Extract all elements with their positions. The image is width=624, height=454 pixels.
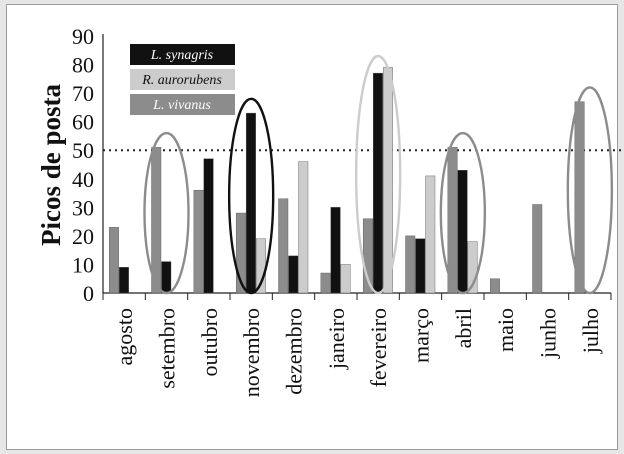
highlight-ellipse <box>566 86 614 295</box>
x-tick-label: junho <box>536 308 561 359</box>
bar <box>320 272 331 294</box>
highlight-ellipse <box>143 131 190 295</box>
bar <box>193 189 204 294</box>
highlight-ellipses <box>143 54 614 295</box>
bar <box>298 161 309 294</box>
x-tick-label: dezembro <box>282 308 307 395</box>
bar <box>372 72 383 294</box>
bar <box>340 264 351 294</box>
y-tick-label: 90 <box>72 24 94 49</box>
bar <box>330 207 341 294</box>
bar <box>203 158 214 294</box>
x-tick-label: julho <box>578 308 603 354</box>
x-tick-labels: agosto setembro outubro novembro dezembro jan… <box>112 308 603 397</box>
x-tick-label: novembro <box>239 308 264 397</box>
y-tick-label: 0 <box>83 281 94 306</box>
x-tick-label: maio <box>493 308 518 352</box>
bar <box>108 227 119 294</box>
legend-swatch <box>130 69 235 90</box>
highlight-ellipse <box>227 97 275 295</box>
legend-swatch <box>130 44 235 65</box>
highlight-ellipse <box>439 131 487 295</box>
legend-label: L. vivanus <box>152 98 211 113</box>
y-tick-label: 40 <box>72 167 94 192</box>
bar <box>467 241 478 294</box>
legend-label: L. synagris <box>150 48 214 63</box>
bar <box>161 261 172 294</box>
bar <box>457 170 468 294</box>
axes <box>102 34 612 300</box>
bar <box>118 267 129 294</box>
y-tick-label: 80 <box>72 53 94 78</box>
bar <box>382 67 393 294</box>
bar <box>489 278 500 294</box>
chart-frame <box>6 4 618 450</box>
bars <box>108 67 585 294</box>
x-tick-label: janeiro <box>324 308 349 370</box>
y-tick-label: 20 <box>72 224 94 249</box>
y-tick-label: 10 <box>72 252 94 277</box>
y-tick-labels: 0 10 20 30 40 50 60 70 80 90 <box>72 24 94 306</box>
legend-swatch <box>130 94 235 115</box>
y-tick-label: 70 <box>72 81 94 106</box>
y-axis-label-group: Picos de posta <box>36 84 66 247</box>
bar <box>235 212 246 294</box>
x-tick-label: agosto <box>112 308 137 365</box>
x-tick-label: março <box>409 308 434 363</box>
legend-label: R. aurorubens <box>141 73 222 88</box>
y-tick-label: 50 <box>72 138 94 163</box>
bar <box>278 198 289 294</box>
bar <box>574 101 585 294</box>
bar <box>425 175 436 294</box>
x-tick-label: outubro <box>197 308 222 376</box>
bar <box>415 238 426 294</box>
bar <box>151 147 162 294</box>
bar <box>405 235 416 294</box>
bar <box>288 255 299 294</box>
y-tick-label: 60 <box>72 110 94 135</box>
bar <box>532 204 543 294</box>
bar <box>245 112 256 294</box>
bar <box>447 147 458 294</box>
y-axis-label: Picos de posta <box>36 84 66 247</box>
highlight-ellipse <box>354 54 402 295</box>
y-tick-label: 30 <box>72 195 94 220</box>
legend: L. synagris R. aurorubens L. vivanus <box>130 44 235 115</box>
x-tick-label: fevereiro <box>366 308 391 387</box>
x-tick-label: setembro <box>155 308 180 389</box>
x-tick-label: abril <box>451 308 476 348</box>
